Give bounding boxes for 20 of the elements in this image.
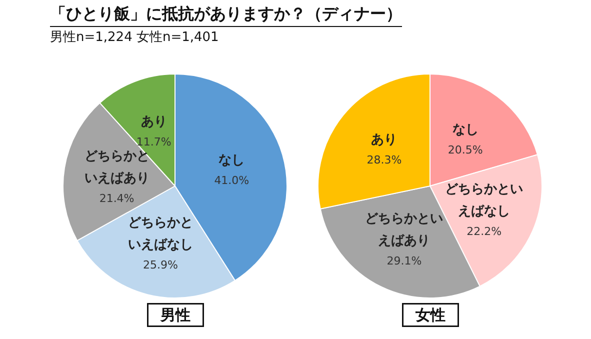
data-label: 11.7% [136,135,172,148]
data-label: 22.2% [466,225,502,238]
data-label: 41.0% [214,174,250,188]
text: 女性 [414,306,446,324]
data-label: 21.4% [99,192,134,205]
data-label: 20.5% [448,143,483,156]
chart-title: 「ひとり飯」に抵抗がありますか？（ディナー） [50,4,402,27]
data-label: 29.1% [386,254,422,268]
data-label: 28.3% [366,153,402,166]
slice-label: あり [140,114,167,130]
chart-subtitle: 男性n=1,224 女性n=1,401 [50,29,220,46]
slice-label: どちらかといえばあり [84,148,150,186]
slice-label: なし [452,122,478,138]
slice-label: なし [218,153,245,168]
slice-label: どちらかといえばなし [445,182,524,220]
slice-label: あり [371,132,398,148]
data-label: 25.9% [143,258,178,272]
slice-label: どちらかといえばあり [365,212,444,249]
text: 男性 [160,306,190,324]
slice-label: どちらかといえばなし [128,216,194,253]
